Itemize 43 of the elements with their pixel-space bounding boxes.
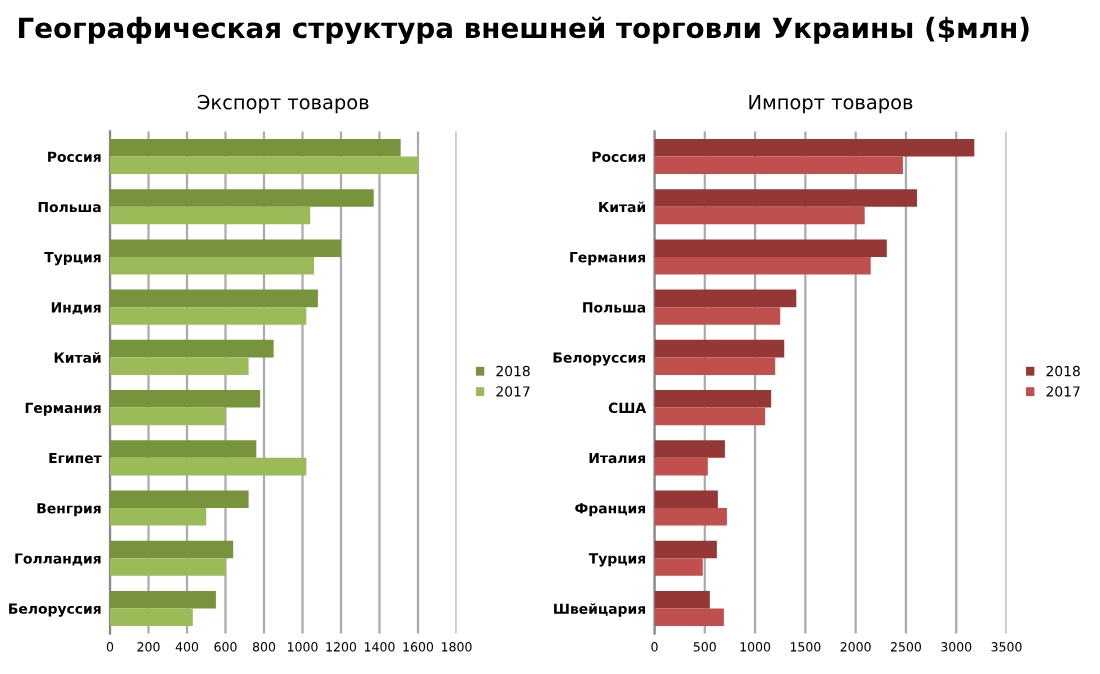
chart-title: Экспорт товаров <box>197 94 369 114</box>
bar <box>110 239 341 257</box>
bar <box>110 508 207 526</box>
bar <box>654 440 725 458</box>
bar <box>110 156 418 175</box>
bar <box>110 289 318 308</box>
bar <box>654 508 727 526</box>
bar <box>654 189 917 207</box>
bar <box>110 457 307 476</box>
bar <box>654 307 781 325</box>
bar <box>654 590 710 609</box>
chart-title: Импорт товаров <box>749 95 913 114</box>
bar <box>654 357 776 375</box>
bar <box>110 307 307 325</box>
bar <box>654 206 865 225</box>
bar <box>654 457 708 476</box>
bar <box>654 558 703 576</box>
bar <box>654 390 772 408</box>
bar <box>110 206 311 225</box>
bar <box>110 256 315 275</box>
bar <box>654 256 871 275</box>
bar <box>654 540 717 559</box>
bar <box>110 339 274 358</box>
bar <box>654 339 785 358</box>
bar <box>110 189 374 207</box>
bar <box>654 138 975 157</box>
bar <box>110 357 249 375</box>
bar <box>110 138 401 157</box>
bar <box>654 156 903 175</box>
bar <box>110 608 193 627</box>
bar <box>654 490 718 509</box>
bar <box>654 239 887 257</box>
bar <box>110 540 234 559</box>
bar <box>654 608 724 627</box>
bar <box>654 407 766 426</box>
text: Географическая структура внешней торговли Украины ($млн) <box>19 16 1029 44</box>
bar <box>110 407 226 426</box>
bar <box>110 390 261 408</box>
bar <box>110 440 257 458</box>
bar <box>110 558 226 576</box>
bar <box>110 590 216 609</box>
bar <box>654 289 797 308</box>
bar <box>110 490 249 509</box>
